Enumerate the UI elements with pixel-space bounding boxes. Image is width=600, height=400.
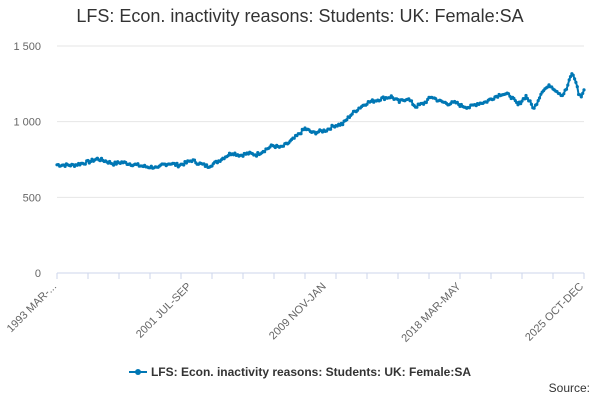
data-point[interactable] [525, 96, 530, 101]
data-point[interactable] [409, 99, 414, 103]
data-point[interactable] [528, 99, 532, 103]
data-point[interactable] [292, 136, 296, 140]
data-point[interactable] [175, 161, 179, 165]
data-point[interactable] [365, 102, 369, 106]
x-tick-label: 2025 OCT-DEC [523, 281, 586, 344]
y-axis: 0 500 1 000 1 500 [13, 41, 41, 280]
data-point[interactable] [582, 88, 586, 92]
data-point[interactable] [529, 102, 534, 106]
data-point[interactable] [575, 85, 579, 89]
data-point[interactable] [341, 123, 345, 127]
data-point[interactable] [350, 112, 354, 116]
chart-title: LFS: Econ. inactivity reasons: Students:… [76, 6, 524, 26]
data-point[interactable] [415, 105, 419, 109]
data-point[interactable] [98, 159, 102, 163]
data-point[interactable] [524, 93, 528, 98]
data-point[interactable] [506, 92, 511, 96]
data-point[interactable] [396, 98, 400, 102]
x-tick-label: 2018 MAR-MAY [399, 280, 464, 345]
data-point[interactable] [566, 83, 570, 87]
data-point[interactable] [516, 103, 520, 107]
data-point[interactable] [535, 102, 539, 106]
x-axis: 1993 MAR-... 2001 JUL-SEP 2009 NOV-JAN 2018… [5, 272, 586, 345]
data-point[interactable] [263, 150, 267, 154]
data-point[interactable] [523, 97, 527, 101]
data-point[interactable] [202, 162, 206, 166]
legend[interactable]: LFS: Econ. inactivity reasons: Students:… [0, 365, 600, 379]
data-point[interactable] [226, 154, 230, 158]
data-point[interactable] [381, 95, 385, 99]
source-label: Source: [548, 381, 590, 395]
x-tick-label: 2001 JUL-SEP [134, 281, 194, 341]
data-point[interactable] [136, 162, 140, 166]
y-tick-label: 500 [23, 192, 41, 204]
data-point[interactable] [182, 163, 186, 167]
data-point[interactable] [281, 144, 285, 148]
data-point[interactable] [86, 158, 90, 163]
data-point[interactable] [424, 100, 428, 105]
data-point[interactable] [579, 95, 583, 99]
data-point[interactable] [434, 97, 438, 101]
data-point[interactable] [329, 127, 333, 131]
data-point[interactable] [299, 132, 303, 136]
x-tick-label: 1993 MAR-... [5, 281, 59, 335]
x-tick-label: 2009 NOV-JAN [267, 281, 329, 343]
data-point[interactable] [567, 78, 571, 82]
legend-series-label: LFS: Econ. inactivity reasons: Students:… [150, 365, 472, 379]
y-tick-label: 1 500 [13, 41, 41, 53]
data-point[interactable] [537, 96, 542, 100]
data-point[interactable] [532, 106, 536, 110]
data-point[interactable] [114, 162, 118, 166]
legend-series-marker-icon [128, 367, 147, 377]
data-point[interactable] [233, 151, 237, 155]
data-point[interactable] [241, 154, 245, 158]
data-point[interactable] [397, 100, 401, 104]
data-point[interactable] [519, 102, 523, 106]
data-point[interactable] [467, 106, 471, 110]
data-point[interactable] [83, 162, 87, 166]
data-point[interactable] [574, 80, 578, 84]
series-layer [55, 72, 586, 170]
data-point[interactable] [573, 77, 577, 81]
series-line [56, 72, 585, 170]
y-tick-label: 1 000 [13, 117, 41, 129]
data-point[interactable] [571, 73, 575, 77]
data-point[interactable] [536, 99, 540, 103]
data-point[interactable] [515, 100, 519, 105]
data-point[interactable] [564, 87, 569, 91]
data-point[interactable] [205, 163, 209, 167]
data-point[interactable] [254, 154, 259, 158]
data-point[interactable] [345, 118, 349, 122]
data-point[interactable] [581, 91, 585, 95]
data-point[interactable] [568, 75, 573, 79]
data-point[interactable] [63, 164, 67, 168]
data-point[interactable] [562, 92, 566, 96]
gridlines [57, 45, 584, 274]
data-point[interactable] [496, 95, 500, 99]
data-point[interactable] [192, 158, 197, 162]
data-point[interactable] [112, 163, 116, 167]
y-tick-label: 0 [35, 268, 41, 280]
data-point[interactable] [378, 98, 383, 102]
data-point[interactable] [520, 99, 524, 103]
